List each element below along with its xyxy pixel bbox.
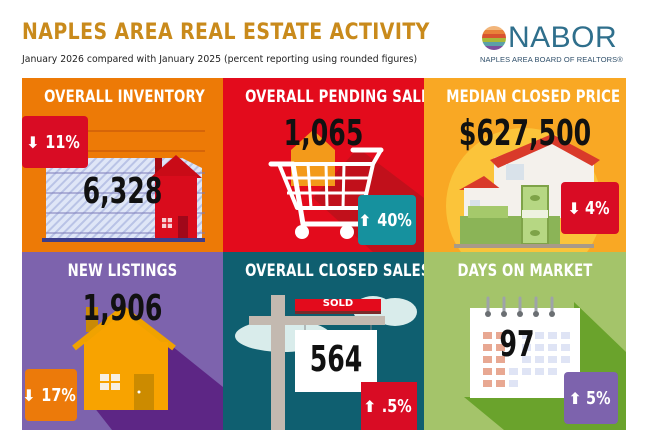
panel-title: NEW LISTINGS xyxy=(67,261,178,281)
change-value: .5% xyxy=(381,395,412,417)
stat-value: 1,906 xyxy=(82,288,163,329)
stat-value: $627,500 xyxy=(458,113,592,154)
arrow-up-icon: ⬆ xyxy=(568,388,582,408)
panel-title: DAYS ON MARKET xyxy=(457,261,593,281)
panel-median-closed-price: MEDIAN CLOSED PRICE $627,500 ⬇ 4% xyxy=(424,78,626,252)
panel-overall-closed-sales: OVERALL CLOSED SALES SOLD 564 ⬆ .5% xyxy=(223,252,424,430)
stat-value: 564 xyxy=(309,339,363,380)
change-badge: ⬇ 4% xyxy=(561,182,619,234)
panel-overall-pending-sales: OVERALL PENDING SALES 1,065 ⬆ 40% xyxy=(223,78,424,252)
sold-label: SOLD xyxy=(322,298,354,309)
panel-days-on-market: DAYS ON MARKET xyxy=(424,252,626,430)
stat-value: 1,065 xyxy=(283,113,364,154)
arrow-down-icon: ⬇ xyxy=(22,385,36,405)
panel-title: OVERALL INVENTORY xyxy=(44,87,205,107)
panel-new-listings: NEW LISTINGS 1,906 ⬇ 17% xyxy=(22,252,223,430)
nabor-logo: NABOR NAPLES AREA BOARD OF REALTORS® xyxy=(478,22,628,66)
change-value: 17% xyxy=(40,384,76,406)
calendar-icon xyxy=(470,296,580,398)
change-badge: ⬆ .5% xyxy=(361,382,417,430)
logo-tagline: NAPLES AREA BOARD OF REALTORS® xyxy=(480,55,623,64)
change-badge: ⬇ 17% xyxy=(22,369,77,421)
change-value: 5% xyxy=(585,387,611,409)
page-subtitle: January 2026 compared with January 2025 … xyxy=(22,54,418,65)
sold-sign-icon xyxy=(235,295,417,430)
panel-title: OVERALL CLOSED SALES xyxy=(245,261,424,281)
stats-grid: OVERALL INVENTORY 6,328 ⬇ xyxy=(22,78,626,430)
arrow-up-icon: ⬆ xyxy=(363,396,377,416)
house-money-icon xyxy=(446,128,602,252)
striped-globe-icon xyxy=(482,26,506,50)
panel-title: OVERALL PENDING SALES xyxy=(245,87,424,107)
panel-title: MEDIAN CLOSED PRICE xyxy=(446,87,621,107)
arrow-down-icon: ⬇ xyxy=(26,132,40,152)
change-value: 11% xyxy=(44,131,80,153)
stat-value: 6,328 xyxy=(82,171,163,212)
arrow-up-icon: ⬆ xyxy=(358,210,372,230)
logo-wordmark: NABOR xyxy=(508,21,618,54)
change-value: 4% xyxy=(584,197,610,219)
house-chart-icon xyxy=(42,130,205,242)
arrow-down-icon: ⬇ xyxy=(567,198,581,218)
panel-overall-inventory: OVERALL INVENTORY 6,328 ⬇ xyxy=(22,78,223,252)
house-icon xyxy=(72,305,176,410)
page-title: NAPLES AREA REAL ESTATE ACTIVITY xyxy=(22,20,430,45)
change-value: 40% xyxy=(376,209,412,231)
stat-value: 97 xyxy=(499,324,535,365)
change-badge: ⬇ 11% xyxy=(22,116,88,168)
change-badge: ⬆ 40% xyxy=(358,195,416,245)
change-badge: ⬆ 5% xyxy=(564,372,618,424)
